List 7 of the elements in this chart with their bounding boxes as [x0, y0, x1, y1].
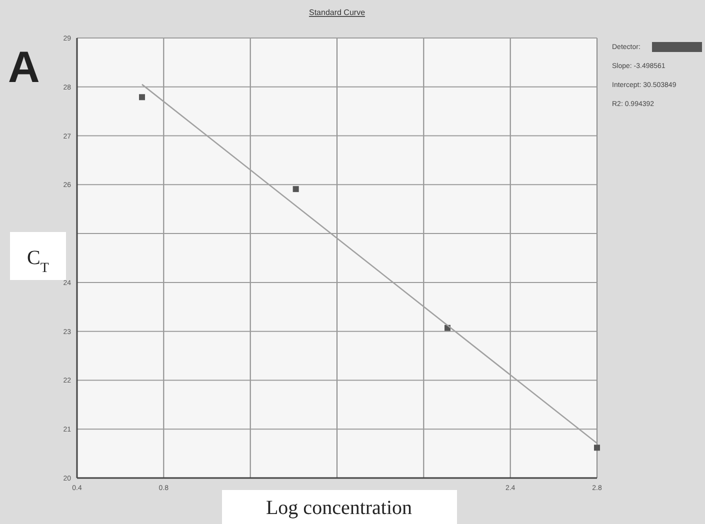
point	[292, 186, 299, 192]
y-axis-title: C$_{T}$	[27, 247, 50, 276]
point	[594, 444, 600, 451]
chart-title: Standard Curve	[308, 8, 366, 17]
x-axis-title: Log concentration	[266, 497, 412, 519]
text: A	[8, 43, 40, 92]
point	[139, 94, 145, 100]
